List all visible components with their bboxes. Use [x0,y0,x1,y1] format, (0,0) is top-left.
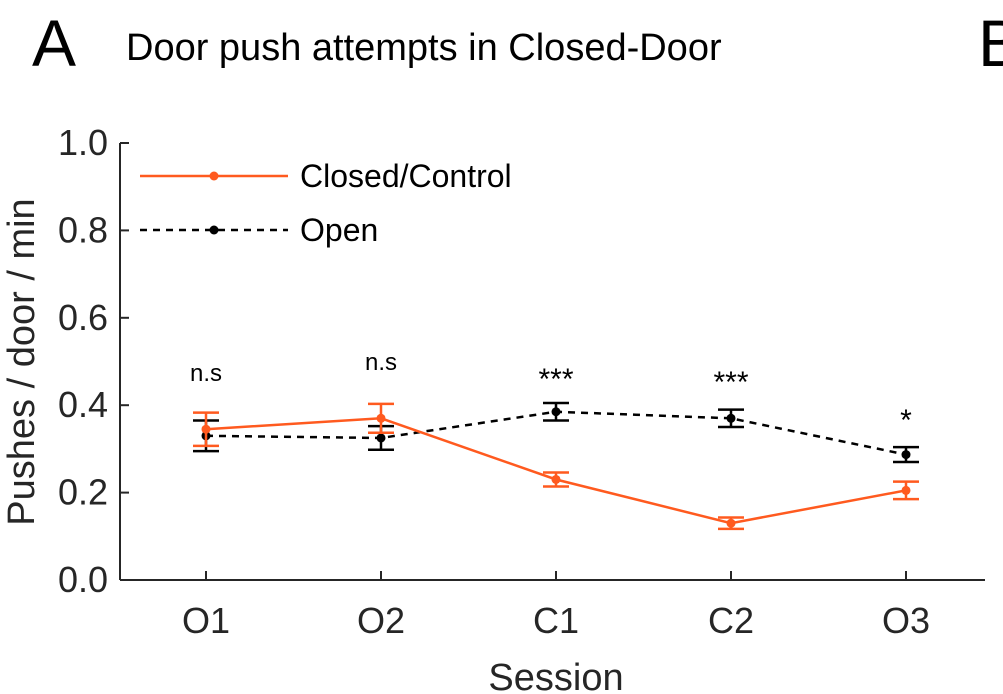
legend-entry: Closed/Control [140,158,512,194]
x-tick-label: C2 [708,600,754,641]
significance-label: n.s [190,360,222,387]
y-axis-label: Pushes / door / min [1,198,43,525]
data-point [551,407,561,417]
data-point [901,485,911,495]
x-tick-label: O3 [882,600,930,641]
legend-label: Open [300,212,378,248]
data-point [726,518,736,528]
x-tick-label: O1 [182,600,230,641]
y-tick-label: 0.4 [58,384,108,425]
annotation-layer: n.s n.s*** **** [190,349,912,437]
y-tick-label: 0.2 [58,472,108,513]
chart-title: Door push attempts in Closed-Door [126,27,722,69]
x-tick-label: O2 [357,600,405,641]
data-point [726,413,736,423]
significance-label: *** [713,366,748,399]
significance-label: * [900,404,912,437]
legend-label: Closed/Control [300,158,512,194]
legend: Closed/Control Open [140,158,512,248]
y-tick-label: 0.8 [58,209,108,250]
legend-marker [209,171,219,181]
x-tick-label: C1 [533,600,579,641]
series-closed-control [193,402,919,531]
y-tick-label: 1.0 [58,122,108,163]
data-point [376,413,386,423]
panel-letter: A [32,6,76,80]
legend-entry: Open [140,212,378,248]
series-open [193,401,919,464]
next-panel-letter: B [978,6,1003,80]
data-point [901,450,911,460]
data-point [376,433,386,443]
legend-marker [209,225,219,235]
series-layer [193,401,919,531]
data-point [201,424,211,434]
significance-label: n.s [365,349,397,376]
axes: 0.0 0.2 0.4 0.6 0.8 1.0 O1 O2 C1 C2 O3 [58,122,985,641]
y-tick-label: 0.0 [58,559,108,600]
significance-label: *** [538,363,573,396]
y-tick-label: 0.6 [58,297,108,338]
x-axis-label: Session [488,657,623,694]
data-point [551,474,561,484]
